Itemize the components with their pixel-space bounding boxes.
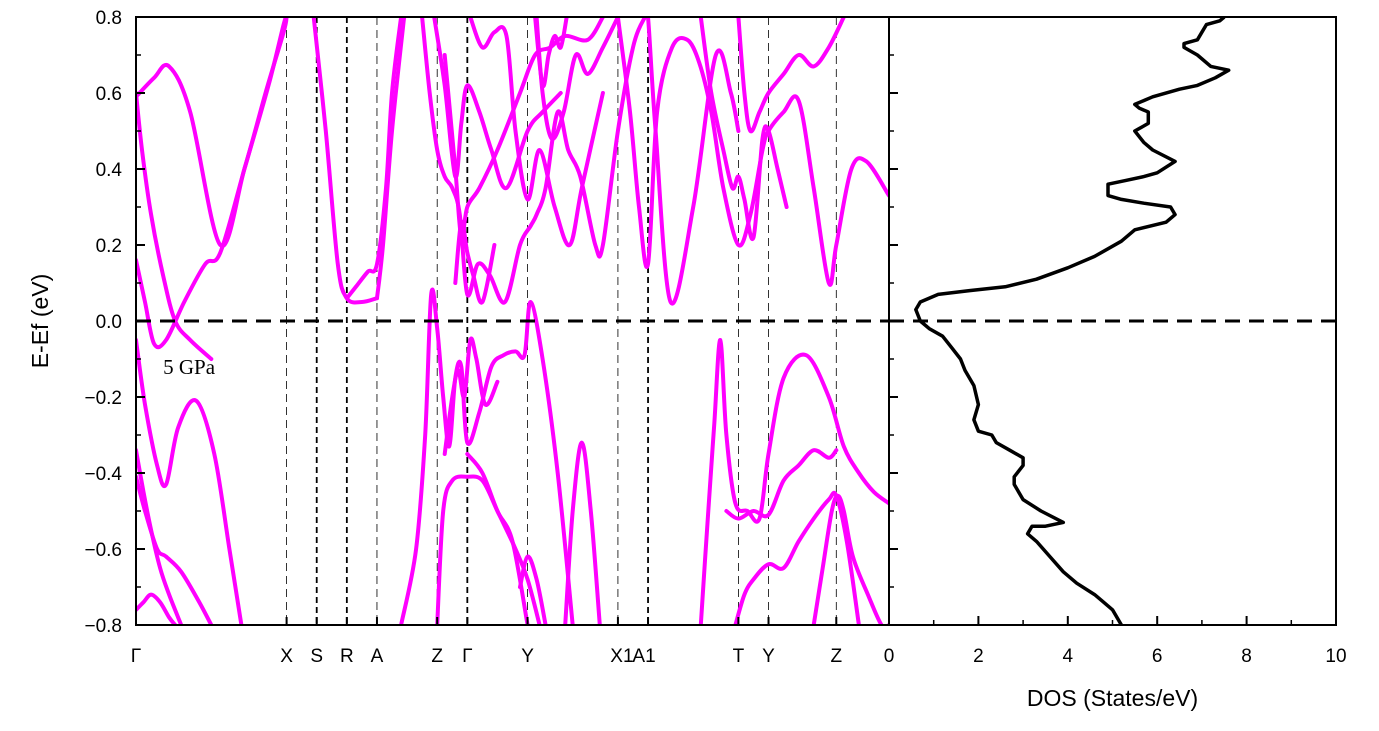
kpoint-label: Γ <box>131 646 141 667</box>
y-tick-label: 0.6 <box>96 84 122 105</box>
band-line-7 <box>311 17 379 305</box>
band-lines <box>136 17 889 625</box>
dos-x-ticks: 0 2 4 6 8 10 <box>884 616 1347 667</box>
kpoint-label: Z <box>830 646 842 667</box>
kpoint-separators <box>286 17 837 625</box>
y-tick-label: −0.8 <box>84 616 122 637</box>
band-line-0 <box>136 17 289 248</box>
y-tick-label: −0.4 <box>84 464 122 485</box>
kpoint-label: X <box>280 646 293 667</box>
band-line-15 <box>534 17 620 141</box>
dos-x-tick-label: 6 <box>1152 646 1163 667</box>
kpoint-label: T <box>733 646 745 667</box>
dos-x-tick-label: 2 <box>973 646 984 667</box>
band-line-28 <box>733 490 861 625</box>
kpoint-label: Z <box>431 646 443 667</box>
band-line-3 <box>136 338 244 625</box>
band-line-23 <box>465 452 530 625</box>
band-line-11 <box>432 17 563 191</box>
band-line-6 <box>136 592 178 625</box>
kpoint-label: A <box>371 646 384 667</box>
kpoint-label: Y <box>521 646 534 667</box>
dos-panel: 0 2 4 6 8 10 DOS (States/eV) <box>884 16 1347 711</box>
y-tick-label: −0.2 <box>84 388 122 409</box>
band-line-24 <box>563 440 602 625</box>
band-line-18 <box>698 17 789 242</box>
band-y-ticks: −0.8 −0.6 −0.4 −0.2 0.0 0.2 0.4 0.6 0.8 <box>84 8 898 637</box>
band-line-13 <box>453 219 497 305</box>
band-line-25 <box>518 554 548 625</box>
dos-x-tick-label: 4 <box>1063 646 1074 667</box>
band-line-17 <box>736 17 846 134</box>
kpoint-label: S <box>310 646 323 667</box>
kpoint-label: A1 <box>632 646 655 667</box>
y-tick-label: 0.4 <box>96 160 123 181</box>
y-tick-label: 0.8 <box>96 8 122 29</box>
band-line-2 <box>136 91 214 361</box>
band-line-8 <box>344 17 404 301</box>
band-line-20 <box>399 287 575 625</box>
pressure-annotation: 5 GPa <box>163 355 216 379</box>
kpoint-label: Y <box>762 646 775 667</box>
kpoint-label: R <box>340 646 354 667</box>
band-line-27 <box>724 448 839 521</box>
y-tick-label: −0.6 <box>84 540 122 561</box>
band-line-1 <box>136 17 289 350</box>
band-line-21 <box>442 336 500 456</box>
y-tick-label: 0.0 <box>96 312 122 333</box>
kpoint-label: Γ <box>462 646 472 667</box>
band-line-9 <box>375 17 407 301</box>
dos-x-tick-label: 0 <box>884 646 895 667</box>
band-line-29 <box>811 493 889 625</box>
band-line-5 <box>136 474 214 625</box>
x-axis-label: DOS (States/eV) <box>1027 685 1198 711</box>
y-tick-label: 0.2 <box>96 236 122 257</box>
band-line-26 <box>698 337 889 625</box>
kpoint-label: X1 <box>610 646 633 667</box>
band-line-16 <box>615 17 889 287</box>
dos-x-tick-label: 8 <box>1241 646 1252 667</box>
band-line-19 <box>533 17 569 89</box>
dos-x-tick-label: 10 <box>1325 646 1346 667</box>
y-axis-label: E-Ef (eV) <box>27 274 53 369</box>
band-line-14 <box>468 17 605 248</box>
dos-curve <box>914 17 1231 625</box>
